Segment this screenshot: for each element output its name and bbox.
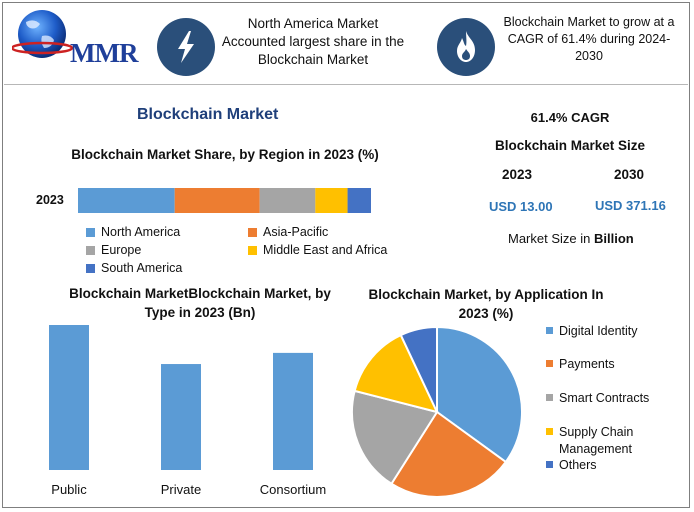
legend-swatch (546, 461, 553, 468)
legend-swatch (546, 428, 553, 435)
application-legend-item: Smart Contracts (546, 390, 664, 407)
application-legend-item: Supply Chain Management (546, 424, 664, 458)
region-legend-item: North America (86, 225, 180, 239)
unit-note-bold: Billion (593, 231, 634, 246)
main-title: Blockchain Market (137, 106, 279, 123)
application-legend-item: Payments (546, 356, 664, 373)
region-legend-item: Asia-Pacific (248, 225, 328, 239)
legend-label: Middle East and Africa (263, 243, 388, 257)
pie-slice-smart-contracts (351, 389, 439, 486)
type-bar-private (161, 364, 201, 470)
application-legend-item: Others (546, 457, 664, 474)
legend-swatch (248, 245, 257, 255)
region-bar-segment-south-america (347, 188, 371, 213)
type-bar-chart: Public Private Consortium (49, 325, 326, 497)
legend-label: Payments (559, 357, 615, 371)
pie-slice-others (399, 325, 438, 413)
pie-slice-supply-chain-management (353, 333, 439, 414)
legend-label: South America (101, 261, 183, 275)
page-frame (2, 2, 690, 508)
application-chart-title: Blockchain Market, by Application In 202… (368, 287, 604, 321)
unit-note: Market Size in Billion (508, 231, 634, 246)
type-tick-label: Consortium (260, 482, 326, 497)
info1-icon-circle (157, 18, 215, 76)
market-size-title: Blockchain Market Size (494, 138, 646, 153)
region-bar-segment-middle-east-and-africa (315, 188, 348, 213)
legend-label: Smart Contracts (559, 391, 650, 405)
value-2030: USD 371.16 (595, 198, 666, 213)
header-divider (4, 84, 688, 85)
value-2023: USD 13.00 (489, 199, 553, 214)
year-2023: 2023 (502, 167, 533, 182)
legend-label: Supply Chain Management (559, 425, 634, 456)
application-pie-chart (351, 325, 523, 498)
legend-swatch (248, 227, 257, 237)
info1-text: North America Market Accounted largest s… (221, 16, 405, 67)
legend-swatch (546, 360, 553, 367)
pie-slice-digital-identity (436, 325, 523, 464)
region-stacked-bar (78, 188, 371, 213)
logo-text: MMR (70, 38, 138, 68)
legend-swatch (86, 227, 95, 237)
region-chart-title: Blockchain Market Share, by Region in 20… (71, 147, 379, 162)
legend-swatch (546, 394, 553, 401)
globe-icon (10, 10, 74, 58)
lightning-icon (178, 31, 194, 63)
type-chart-title: Blockchain MarketBlockchain Market, by T… (69, 286, 331, 320)
legend-swatch (86, 263, 95, 273)
legend-label: North America (101, 225, 181, 239)
flame-icon (457, 31, 475, 62)
legend-swatch (86, 245, 95, 255)
info2-text: Blockchain Market to grow at a CAGR of 6… (503, 15, 675, 63)
pie-slice-payments (390, 410, 508, 498)
type-bar-consortium (273, 352, 313, 470)
type-tick-label: Public (51, 482, 87, 497)
region-legend-item: Europe (86, 243, 141, 257)
brand-logo: MMR (10, 8, 140, 68)
region-bar-segment-asia-pacific (174, 188, 260, 213)
type-bar-public (49, 325, 89, 470)
region-bar-segment-north-america (78, 188, 175, 213)
year-2030: 2030 (614, 167, 645, 182)
legend-label: Asia-Pacific (263, 225, 329, 239)
region-category-label: 2023 (36, 193, 64, 207)
unit-note-prefix: Market Size in (508, 231, 594, 246)
type-tick-label: Private (161, 482, 201, 497)
application-legend-item: Digital Identity (546, 323, 664, 340)
region-bar-segment-europe (259, 188, 316, 213)
legend-label: Others (559, 458, 597, 472)
legend-label: Digital Identity (559, 324, 638, 338)
cagr-label: 61.4% CAGR (530, 110, 610, 125)
region-legend-item: Middle East and Africa (248, 243, 387, 257)
legend-label: Europe (101, 243, 142, 257)
region-legend-item: South America (86, 261, 182, 275)
legend-swatch (546, 327, 553, 334)
info2-icon-circle (437, 18, 495, 76)
